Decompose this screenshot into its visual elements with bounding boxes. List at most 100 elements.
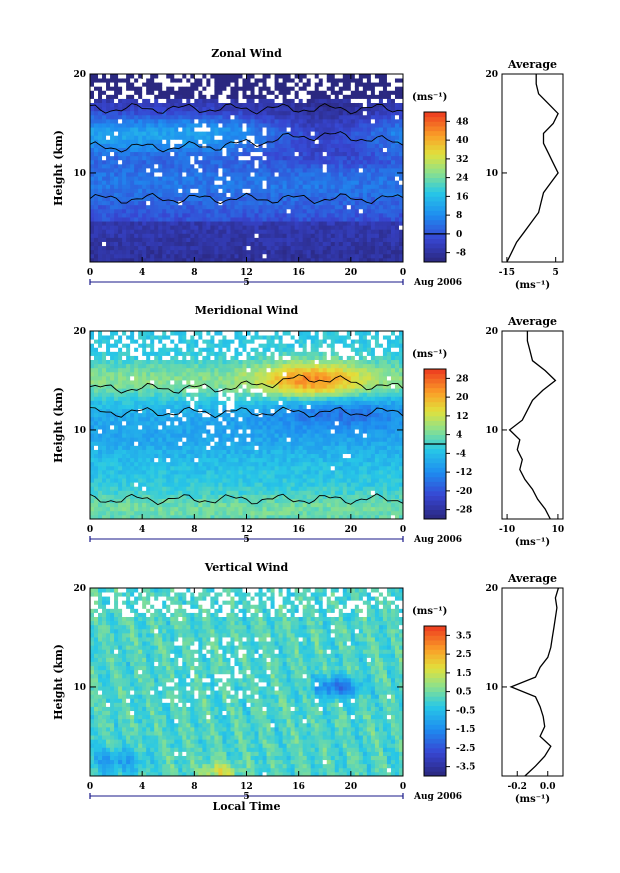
heatmap-cell [254,176,259,181]
heatmap-cell [202,180,207,185]
heatmap-cell [118,457,123,463]
heatmap-cell [250,155,255,161]
heatmap-cell [154,478,159,483]
heatmap-cell [214,225,219,230]
heatmap-cell [186,335,191,340]
heatmap-cell [110,335,115,340]
heatmap-cell [398,168,404,173]
heatmap-cell [342,253,348,259]
heatmap-cell [102,257,107,263]
heatmap-cell [174,147,179,153]
heatmap-cell [98,196,103,202]
heatmap-cell [122,437,127,442]
heatmap-cell [210,229,215,234]
heatmap-cell [138,449,143,455]
heatmap-cell [262,98,267,104]
heatmap-cell [94,90,99,95]
heatmap-cell [186,371,191,377]
heatmap-cell [326,135,332,140]
heatmap-cell [218,196,223,202]
heatmap-cell [306,200,312,206]
heatmap-cell [370,123,376,128]
heatmap-cell [354,212,360,218]
heatmap-cell [130,147,135,153]
heatmap-cell [394,155,400,161]
heatmap-cell [122,355,127,361]
heatmap-cell [286,245,292,251]
heatmap-cell [146,131,151,136]
heatmap-cell [218,233,223,238]
heatmap-cell [94,375,99,381]
heatmap-cell [142,118,147,124]
heatmap-cell [330,102,336,108]
heatmap-cell [158,506,163,512]
colorbar-unit: (ms⁻¹) [412,92,447,103]
heatmap-cell [190,200,195,206]
heatmap-cell [358,241,364,247]
heatmap-cell [122,245,127,251]
heatmap-cell [122,233,127,238]
heatmap-cell [118,118,123,124]
heatmap-cell [98,514,103,520]
heatmap-cell [338,147,344,153]
heatmap-cell [258,168,263,173]
heatmap-cell [138,396,143,401]
heatmap-cell [106,221,111,226]
heatmap-cell [118,339,123,344]
heatmap-cell [398,135,404,140]
heatmap-cell [118,343,123,348]
heatmap-cell [246,163,251,169]
heatmap-cell [354,163,360,169]
heatmap-cell [110,343,115,348]
heatmap-cell [110,86,115,91]
heatmap-cell [382,159,388,165]
heatmap-cell [250,114,255,120]
heatmap-cell [234,245,239,251]
heatmap-cell [174,168,179,173]
heatmap-cell [186,123,191,128]
heatmap-cell [298,233,304,238]
heatmap-cell [162,339,167,344]
heatmap-cell [262,204,267,210]
heatmap-cell [302,233,308,238]
heatmap-cell [310,176,316,181]
heatmap-cell [190,490,195,495]
heatmap-cell [194,461,199,467]
heatmap-cell [130,474,135,479]
heatmap-cell [194,502,199,508]
heatmap-cell [122,425,127,430]
heatmap-cell [354,188,360,193]
heatmap-cell [110,408,115,414]
heatmap-cell [194,429,199,434]
heatmap-cell [254,106,259,112]
heatmap-cell [222,90,227,95]
heatmap-cell [118,380,123,385]
heatmap-cell [370,131,376,136]
heatmap-cell [318,229,324,234]
heatmap-cell [190,127,195,132]
heatmap-cell [278,204,284,210]
heatmap-cell [238,176,243,181]
heatmap-cell [170,445,175,450]
heatmap-cell [122,347,127,352]
heatmap-cell [294,168,300,173]
heatmap-cell [290,118,296,124]
heatmap-cell [374,98,380,104]
heatmap-cell [374,180,380,185]
heatmap-cell [150,229,155,234]
heatmap-cell [166,135,171,140]
heatmap-cell [174,441,179,446]
heatmap-cell [166,412,171,418]
heatmap-cell [374,151,380,157]
heatmap-cell [94,420,99,426]
heatmap-cell [326,86,332,91]
heatmap-cell [206,143,211,148]
heatmap-cell [118,253,123,259]
heatmap-cell [158,347,163,352]
heatmap-cell [298,208,304,214]
heatmap-cell [102,388,107,393]
heatmap-cell [186,502,191,508]
heatmap-cell [170,249,175,255]
heatmap-cell [106,90,111,95]
heatmap-cell [126,172,131,177]
